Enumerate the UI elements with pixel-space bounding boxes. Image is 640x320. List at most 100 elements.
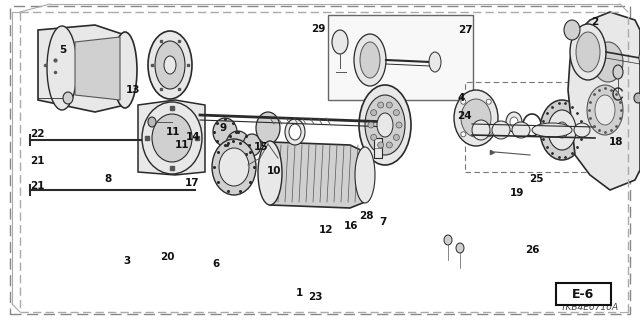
Text: 16: 16: [344, 220, 358, 231]
Ellipse shape: [213, 118, 237, 146]
Ellipse shape: [285, 119, 305, 145]
Ellipse shape: [378, 142, 383, 148]
Ellipse shape: [595, 95, 615, 125]
Ellipse shape: [587, 85, 623, 135]
Ellipse shape: [371, 134, 377, 140]
Ellipse shape: [461, 132, 466, 137]
Text: 21: 21: [30, 156, 44, 166]
Ellipse shape: [510, 117, 518, 127]
Ellipse shape: [355, 147, 375, 203]
Ellipse shape: [387, 142, 392, 148]
Ellipse shape: [613, 65, 623, 79]
Text: 6: 6: [212, 259, 220, 269]
Ellipse shape: [548, 110, 576, 150]
Ellipse shape: [256, 112, 280, 144]
Text: 20: 20: [161, 252, 175, 262]
Text: 5: 5: [59, 44, 67, 55]
Ellipse shape: [556, 122, 568, 138]
Ellipse shape: [219, 148, 249, 186]
Ellipse shape: [634, 93, 640, 103]
Ellipse shape: [148, 117, 156, 127]
Polygon shape: [138, 100, 205, 175]
Text: 2: 2: [591, 17, 599, 28]
Ellipse shape: [226, 131, 250, 159]
Ellipse shape: [461, 99, 466, 104]
Ellipse shape: [394, 134, 399, 140]
Polygon shape: [38, 25, 125, 112]
Text: 8: 8: [104, 174, 111, 184]
Ellipse shape: [639, 48, 640, 68]
Ellipse shape: [152, 114, 192, 162]
Ellipse shape: [368, 122, 374, 128]
Ellipse shape: [564, 20, 580, 40]
Text: TKB4E0710A: TKB4E0710A: [561, 303, 619, 312]
Text: 11: 11: [175, 140, 189, 150]
Ellipse shape: [365, 95, 405, 155]
Ellipse shape: [258, 141, 282, 205]
Ellipse shape: [486, 132, 492, 137]
Text: 22: 22: [30, 129, 44, 139]
Polygon shape: [568, 12, 640, 190]
Text: 29: 29: [312, 24, 326, 35]
Ellipse shape: [387, 102, 392, 108]
Ellipse shape: [456, 243, 464, 253]
Ellipse shape: [454, 90, 498, 146]
Text: 13: 13: [126, 84, 140, 95]
Text: 25: 25: [529, 173, 543, 184]
Ellipse shape: [472, 120, 490, 140]
Text: 1: 1: [296, 288, 303, 298]
Text: E-6: E-6: [572, 287, 594, 300]
Text: 24: 24: [458, 111, 472, 121]
Text: 28: 28: [359, 211, 373, 221]
Ellipse shape: [371, 110, 377, 116]
Text: 7: 7: [379, 217, 387, 228]
Ellipse shape: [332, 30, 348, 54]
Text: 27: 27: [459, 25, 473, 36]
Ellipse shape: [289, 124, 301, 140]
Ellipse shape: [243, 134, 261, 156]
Ellipse shape: [359, 85, 411, 165]
Bar: [465, 82, 640, 172]
Ellipse shape: [354, 34, 386, 86]
Bar: [328, 15, 473, 100]
Ellipse shape: [429, 52, 441, 72]
Text: 4: 4: [457, 92, 465, 103]
Text: 11: 11: [166, 127, 180, 137]
Ellipse shape: [142, 102, 202, 174]
Text: 9: 9: [219, 123, 227, 133]
Ellipse shape: [47, 26, 77, 110]
Polygon shape: [75, 37, 120, 100]
Ellipse shape: [164, 56, 176, 74]
Text: 19: 19: [510, 188, 524, 198]
Ellipse shape: [532, 123, 572, 137]
Ellipse shape: [396, 122, 402, 128]
Text: 12: 12: [319, 225, 333, 235]
Ellipse shape: [570, 24, 606, 80]
Ellipse shape: [212, 139, 256, 195]
Ellipse shape: [486, 99, 492, 104]
Text: 26: 26: [525, 245, 540, 255]
Polygon shape: [270, 142, 365, 208]
Ellipse shape: [492, 121, 510, 139]
Text: 21: 21: [30, 181, 44, 191]
Ellipse shape: [377, 113, 393, 137]
Ellipse shape: [540, 100, 584, 160]
Ellipse shape: [576, 32, 600, 72]
Ellipse shape: [378, 102, 383, 108]
Bar: [556, 283, 611, 305]
Ellipse shape: [506, 112, 522, 132]
Text: 23: 23: [308, 292, 322, 302]
Ellipse shape: [63, 92, 73, 104]
Ellipse shape: [394, 110, 399, 116]
Text: 15: 15: [254, 142, 268, 152]
Ellipse shape: [461, 99, 491, 137]
Bar: [374, 138, 382, 158]
Ellipse shape: [155, 41, 185, 89]
Ellipse shape: [113, 32, 137, 108]
Text: 17: 17: [185, 178, 199, 188]
Ellipse shape: [444, 235, 452, 245]
Ellipse shape: [360, 42, 380, 78]
Ellipse shape: [574, 123, 590, 137]
Text: 14: 14: [186, 132, 200, 142]
Ellipse shape: [593, 42, 623, 82]
